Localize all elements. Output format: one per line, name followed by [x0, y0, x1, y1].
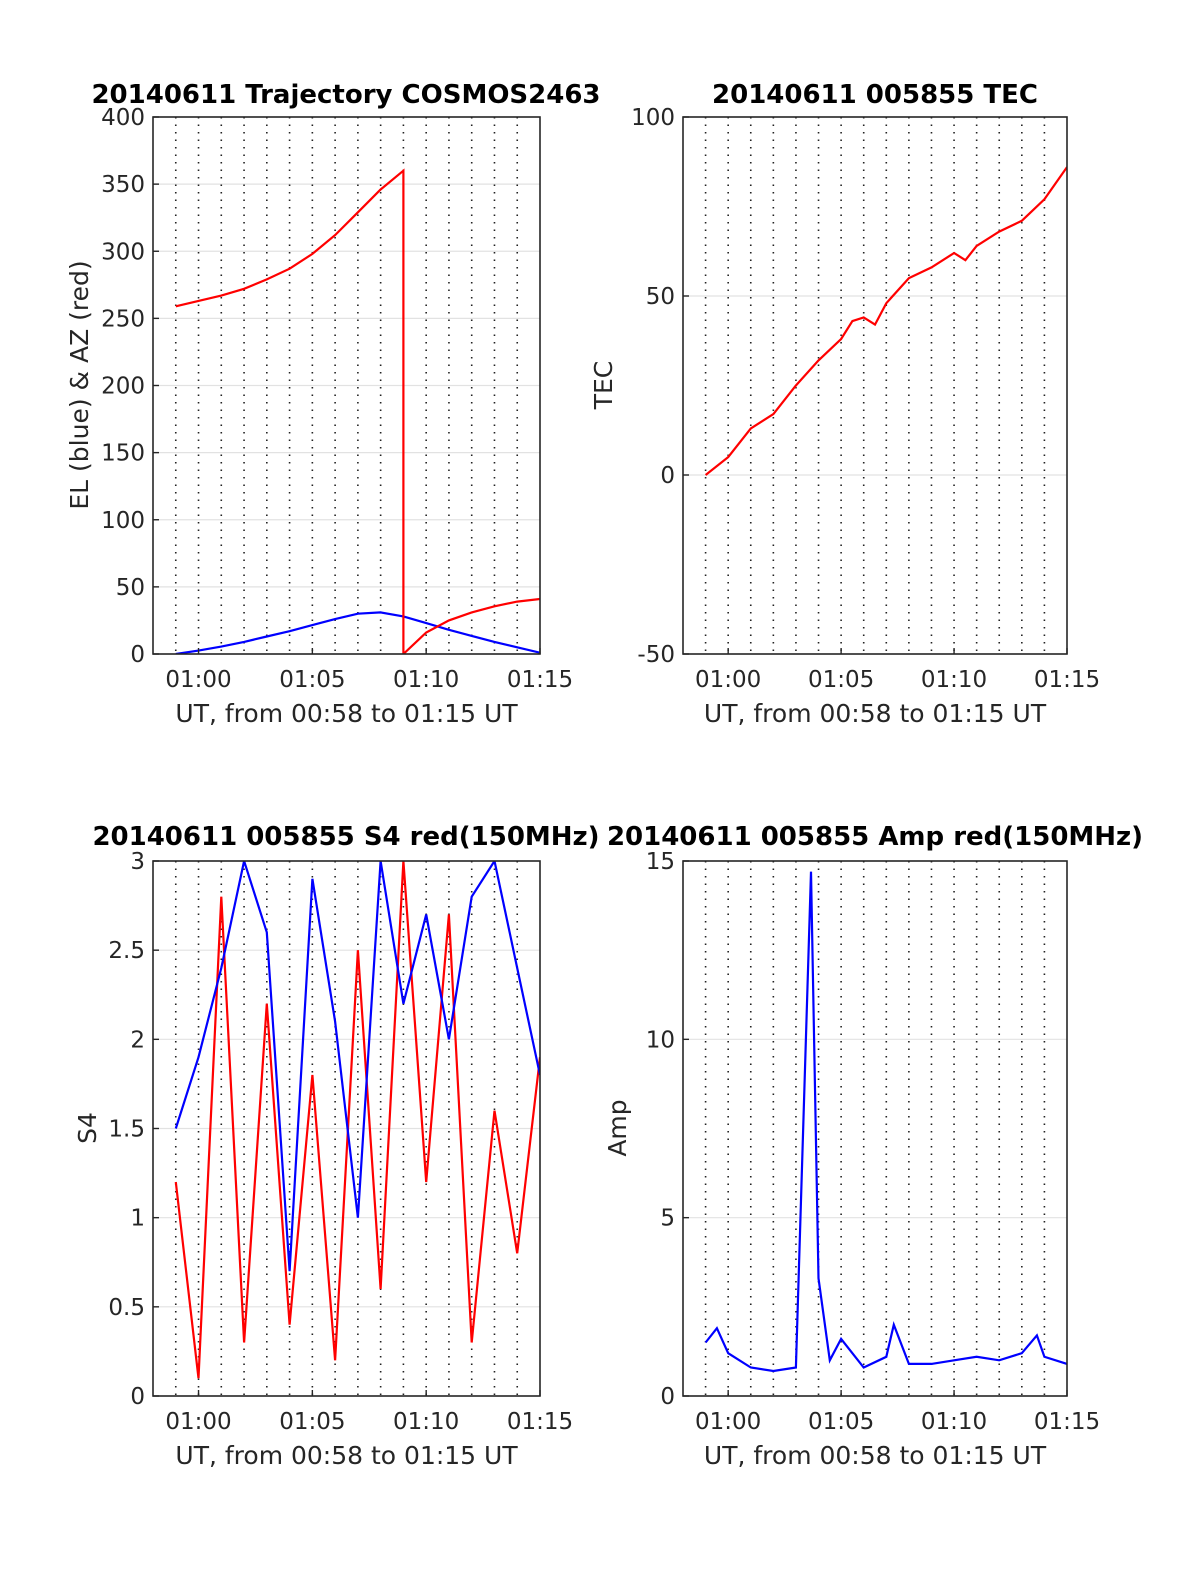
y-tick-label: 250	[101, 306, 145, 332]
chart-title: 20140611 Trajectory COSMOS2463	[91, 80, 600, 110]
y-axis-label: Amp	[603, 1099, 632, 1156]
panel-1: 0 50 100 150 200 250 300 350 400 01:00 01:05 01:10 0…	[65, 80, 601, 728]
chart-title: 20140611 005855 Amp red(150MHz)	[607, 822, 1143, 852]
x-tick-label: 01:10	[393, 667, 459, 693]
x-tick-label: 01:00	[165, 667, 231, 693]
series-line-1	[704, 166, 1067, 476]
x-axis-label: UT, from 00:58 to 01:15 UT	[704, 699, 1047, 728]
x-tick-label: 01:15	[507, 667, 573, 693]
y-tick-label: 0.5	[108, 1295, 145, 1321]
y-tick-label: 0	[660, 463, 675, 489]
y-tick-label: 5	[660, 1206, 675, 1232]
x-tick-label: 01:10	[393, 1409, 459, 1435]
x-tick-label: 01:15	[1034, 667, 1100, 693]
x-axis-label: UT, from 00:58 to 01:15 UT	[704, 1441, 1047, 1470]
y-tick-label: 2.5	[108, 938, 145, 964]
x-axis-label: UT, from 00:58 to 01:15 UT	[175, 699, 518, 728]
y-axis-label: S4	[73, 1112, 102, 1144]
y-tick-label: 400	[101, 105, 145, 131]
y-tick-label: 50	[646, 284, 675, 310]
y-axis-label: TEC	[589, 361, 618, 411]
y-tick-label: 50	[116, 575, 145, 601]
y-tick-label: 300	[101, 239, 145, 265]
x-tick-label: 01:10	[921, 667, 987, 693]
y-tick-label: 0	[130, 642, 145, 668]
y-tick-label: 2	[130, 1027, 145, 1053]
y-tick-label: 200	[101, 374, 145, 400]
y-tick-label: 15	[646, 849, 675, 875]
x-axis-label: UT, from 00:58 to 01:15 UT	[175, 1441, 518, 1470]
y-tick-label: 100	[631, 105, 675, 131]
y-tick-label: 1.5	[108, 1117, 145, 1143]
panel-3: 0 0.5 1 1.5 2 2.5 3 01:00 01:05 01:10 01:15 2014061…	[73, 822, 600, 1470]
y-tick-label: 100	[101, 508, 145, 534]
y-tick-label: 10	[646, 1027, 675, 1053]
x-tick-label: 01:05	[279, 1409, 345, 1435]
panel-2: -50 0 50 100 01:00 01:05 01:10 01:15 20140611 00…	[589, 80, 1100, 728]
x-tick-label: 01:00	[695, 667, 761, 693]
x-tick-label: 01:05	[808, 1409, 874, 1435]
series-line-1	[175, 611, 540, 654]
x-tick-label: 01:05	[808, 667, 874, 693]
x-tick-label: 01:15	[1034, 1409, 1100, 1435]
y-tick-label: 350	[101, 172, 145, 198]
x-tick-label: 01:00	[165, 1409, 231, 1435]
x-tick-label: 01:00	[695, 1409, 761, 1435]
chart-title: 20140611 005855 S4 red(150MHz)	[92, 822, 599, 852]
series-line-2	[175, 168, 540, 654]
y-tick-label: 1	[130, 1206, 145, 1232]
x-tick-label: 01:15	[507, 1409, 573, 1435]
y-tick-label: -50	[637, 642, 675, 668]
x-tick-label: 01:05	[279, 667, 345, 693]
x-tick-label: 01:10	[921, 1409, 987, 1435]
series-line-2	[174, 861, 540, 1272]
chart-title: 20140611 005855 TEC	[712, 80, 1038, 110]
y-tick-label: 0	[660, 1384, 675, 1410]
axes-frame	[682, 116, 1068, 655]
y-tick-label: 3	[130, 849, 145, 875]
axes-frame	[682, 860, 1068, 1397]
series-line-1	[174, 861, 540, 1379]
series-line-1	[704, 871, 1067, 1373]
y-axis-label: EL (blue) & AZ (red)	[65, 260, 94, 509]
y-tick-label: 0	[130, 1384, 145, 1410]
panel-4: 0 5 10 15 01:00 01:05 01:10 01:15 20140611 00585…	[603, 822, 1143, 1470]
y-tick-label: 150	[101, 441, 145, 467]
